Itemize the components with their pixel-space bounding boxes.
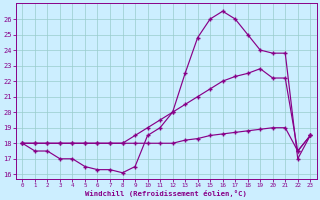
X-axis label: Windchill (Refroidissement éolien,°C): Windchill (Refroidissement éolien,°C) (85, 190, 247, 197)
